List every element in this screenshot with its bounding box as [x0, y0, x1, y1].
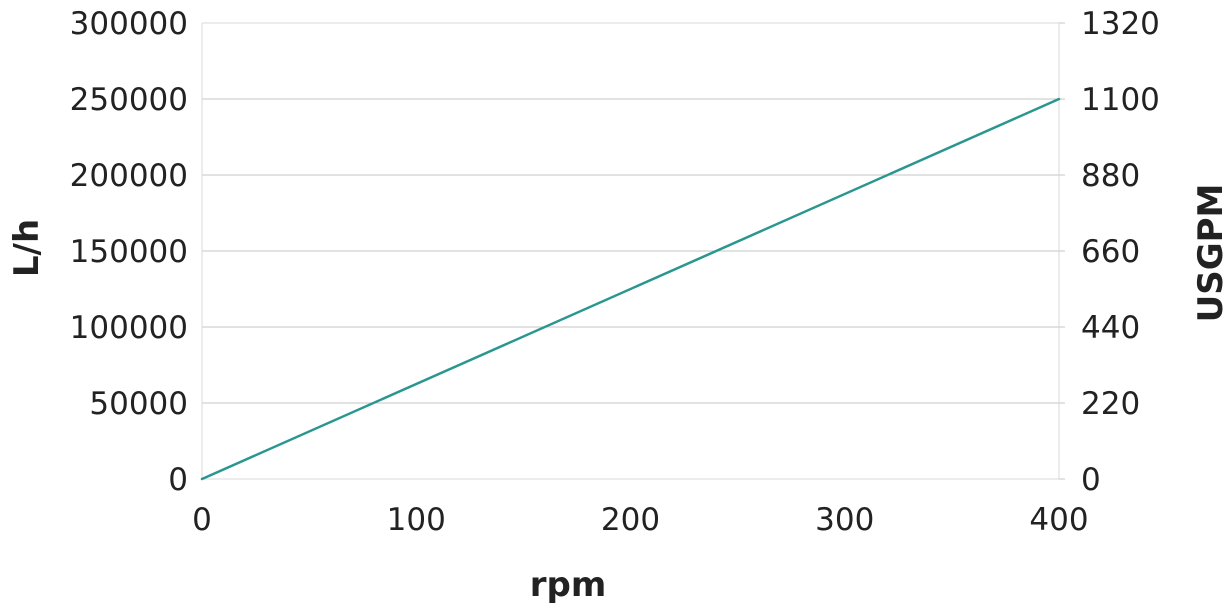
series-line	[200, 97, 1061, 481]
y-tick-label: 0	[168, 462, 188, 498]
y2-tick-label: 440	[1081, 310, 1140, 346]
grid-lines	[202, 22, 1065, 480]
x-tick-label: 100	[387, 502, 446, 538]
y2-axis-title: USGPM	[1191, 184, 1224, 323]
x-axis-tick-labels: 0 100 200 300 400	[192, 502, 1088, 538]
y2-tick-label: 220	[1081, 386, 1140, 422]
plot-frame	[201, 22, 1060, 480]
y-tick-label: 250000	[70, 82, 188, 118]
y2-tick-label: 880	[1081, 158, 1140, 194]
y-axis-tick-labels: 0 50000 100000 150000 200000 250000 300000	[70, 6, 188, 498]
y-axis-title: L/h	[7, 219, 47, 277]
y2-tick-label: 660	[1081, 234, 1140, 270]
y2-tick-label: 1320	[1081, 6, 1160, 42]
x-tick-label: 0	[192, 502, 212, 538]
y2-tick-label: 1100	[1081, 82, 1160, 118]
x-tick-label: 400	[1029, 502, 1088, 538]
y-tick-label: 50000	[89, 386, 188, 422]
y2-tick-label: 0	[1081, 462, 1101, 498]
y-tick-label: 300000	[70, 6, 188, 42]
y-tick-label: 200000	[70, 158, 188, 194]
x-tick-label: 200	[601, 502, 660, 538]
y-tick-label: 100000	[70, 310, 188, 346]
y2-axis-tick-labels: 0 220 440 660 880 1100 1320	[1081, 6, 1160, 498]
y-tick-label: 150000	[70, 234, 188, 270]
series-layer	[200, 97, 1061, 481]
x-axis-title: rpm	[530, 565, 607, 605]
x-tick-label: 300	[815, 502, 874, 538]
